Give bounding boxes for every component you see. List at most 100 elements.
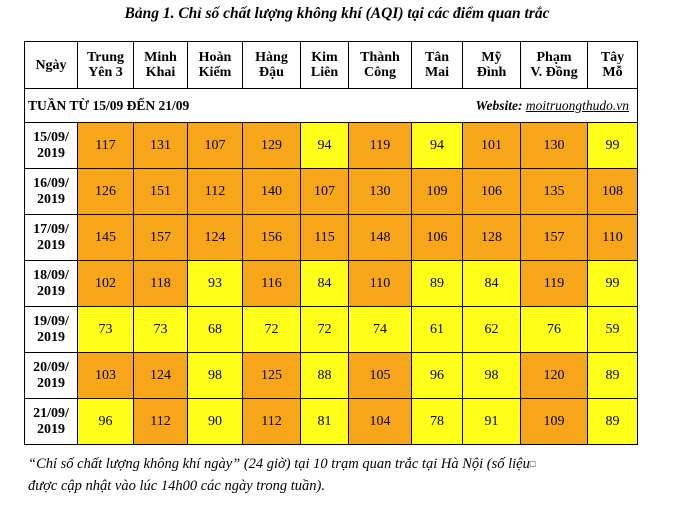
table-row: 15/09/2019 117 131 107 129 94 119 94 101 130 99 [24,122,638,169]
aqi-value-cell: 96 [411,352,463,399]
column-header-line2: V. Đồng [530,65,578,80]
aqi-value-cell: 109 [520,398,588,445]
week-cell: TUẦN TỪ 15/09 ĐẾN 21/09 Website: moitruo… [24,88,638,123]
aqi-value-cell: 116 [242,260,301,307]
date-cell: 20/09/2019 [24,352,78,399]
aqi-value-cell: 109 [411,168,463,215]
aqi-value-cell: 120 [520,352,588,399]
aqi-value-cell: 112 [133,398,188,445]
aqi-value-cell: 73 [77,306,134,353]
header-row: Ngày Trung Yên 3 Minh Khai Hoàn Kiếm Hàng Đậu Kim… [24,41,638,89]
aqi-value-cell: 84 [300,260,349,307]
column-header-line2: Đậu [259,65,284,80]
aqi-value-cell: 148 [348,214,412,261]
aqi-value-cell: 129 [242,122,301,169]
website-info: Website: moitruongthudo.vn [476,91,638,121]
table-row: 20/09/2019 103 124 98 125 88 105 96 98 120 89 [24,352,638,399]
aqi-value-cell: 81 [300,398,349,445]
aqi-value-cell: 157 [133,214,188,261]
column-header-line1: Ngày [35,57,67,73]
aqi-value-cell: 93 [187,260,243,307]
aqi-value-cell: 91 [462,398,521,445]
aqi-value-cell: 112 [187,168,243,215]
aqi-value-cell: 135 [520,168,588,215]
aqi-value-cell: 130 [520,122,588,169]
aqi-value-cell: 96 [77,398,134,445]
column-header-station: Thành Công [348,41,412,89]
aqi-value-cell: 62 [462,306,521,353]
column-header-station: Phạm V. Đồng [520,41,588,89]
aqi-value-cell: 101 [462,122,521,169]
column-header-line1: Kim [311,50,338,65]
date-cell: 21/09/2019 [24,398,78,445]
aqi-value-cell: 107 [300,168,349,215]
column-header-line2: Liên [310,65,339,80]
date-line2: 2019 [37,375,65,391]
footnote-line1: “Chỉ số chất lượng không khí ngày” (24 g… [28,456,530,472]
column-header-station: Minh Khai [133,41,188,89]
table-row: 19/09/2019 73 73 68 72 72 74 61 62 76 59 [24,306,638,353]
date-line1: 15/09/ [33,129,69,145]
date-line2: 2019 [37,283,65,299]
aqi-value-cell: 89 [587,352,638,399]
table-row: 21/09/2019 96 112 90 112 81 104 78 91 109 89 [24,398,638,445]
date-line1: 16/09/ [33,175,69,191]
aqi-value-cell: 117 [77,122,134,169]
date-line1: 17/09/ [33,221,69,237]
date-cell: 16/09/2019 [24,168,78,215]
website-link[interactable]: moitruongthudo.vn [525,97,629,113]
aqi-value-cell: 130 [348,168,412,215]
date-line2: 2019 [37,145,65,161]
column-header-line2: Đình [476,65,507,80]
column-header-line2: Khai [145,65,176,80]
date-line1: 18/09/ [33,267,69,283]
date-line2: 2019 [37,191,65,207]
aqi-value-cell: 88 [300,352,349,399]
aqi-value-cell: 151 [133,168,188,215]
website-label: Website: [475,97,523,113]
aqi-value-cell: 68 [187,306,243,353]
aqi-value-cell: 90 [187,398,243,445]
aqi-value-cell: 106 [462,168,521,215]
aqi-value-cell: 128 [462,214,521,261]
column-header-line1: Minh [144,50,177,65]
column-header-line2: Kiếm [198,65,232,80]
date-line2: 2019 [37,421,65,437]
table-row: 17/09/2019 145 157 124 156 115 148 106 128 157 110 [24,214,638,261]
aqi-value-cell: 102 [77,260,134,307]
column-header-line2: Công [364,65,396,80]
aqi-value-cell: 126 [77,168,134,215]
aqi-value-cell: 84 [462,260,521,307]
aqi-value-cell: 94 [300,122,349,169]
date-cell: 17/09/2019 [24,214,78,261]
aqi-value-cell: 156 [242,214,301,261]
aqi-value-cell: 99 [587,122,638,169]
aqi-value-cell: 89 [587,398,638,445]
aqi-value-cell: 110 [587,214,638,261]
column-header-line1: Tân [424,50,450,65]
aqi-value-cell: 107 [187,122,243,169]
aqi-value-cell: 104 [348,398,412,445]
column-header-line1: Hoàn [198,50,232,65]
table-row: 18/09/2019 102 118 93 116 84 110 89 84 119 99 [24,260,638,307]
aqi-value-cell: 108 [587,168,638,215]
date-cell: 15/09/2019 [24,122,78,169]
aqi-value-cell: 145 [77,214,134,261]
column-header-line1: Tây [600,50,625,65]
column-header-station: Hàng Đậu [242,41,301,89]
aqi-value-cell: 118 [133,260,188,307]
aqi-value-cell: 140 [242,168,301,215]
column-header-line1: Mỹ [481,50,502,65]
aqi-value-cell: 98 [462,352,521,399]
aqi-value-cell: 103 [77,352,134,399]
aqi-value-cell: 124 [187,214,243,261]
column-header-line2: Yên 3 [88,65,123,80]
aqi-value-cell: 89 [411,260,463,307]
footnote-mark: □ [529,459,536,469]
column-header-line1: Thành [360,50,400,65]
footnote-line2: được cập nhật vào lúc 14h00 các ngày tro… [28,478,325,494]
aqi-value-cell: 94 [411,122,463,169]
table-title: Bảng 1. Chỉ số chất lượng không khí (AQI… [124,5,550,22]
aqi-value-cell: 124 [133,352,188,399]
column-header-station: Trung Yên 3 [77,41,134,89]
